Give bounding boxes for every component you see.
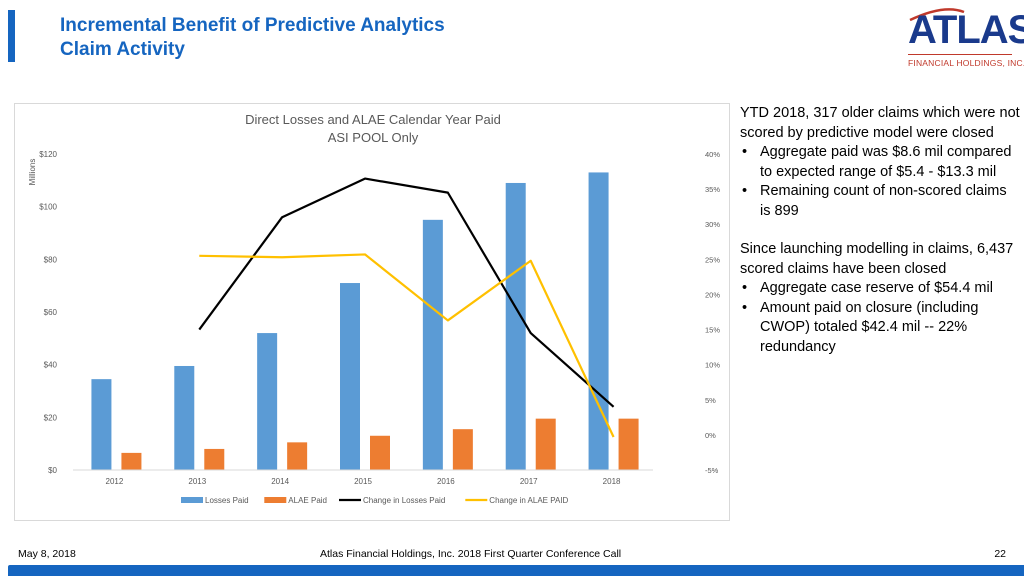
y2-tick-label: 5% <box>705 396 716 405</box>
y-tick-label: $40 <box>44 361 58 370</box>
panel-bullet: Aggregate case reserve of $54.4 mil <box>740 279 1020 299</box>
bar-alae-paid <box>121 452 142 470</box>
y-axis-title: Millions <box>28 159 37 186</box>
footer-event: Atlas Financial Holdings, Inc. 2018 Firs… <box>320 548 622 560</box>
line-change-in-losses-paid <box>198 177 615 408</box>
bar-alae-paid <box>370 435 390 470</box>
logo-swoosh-icon <box>909 8 965 22</box>
legend-label: Change in ALAE PAID <box>489 496 568 505</box>
legend-label: Losses Paid <box>205 496 249 505</box>
legend-label: ALAE Paid <box>288 496 327 505</box>
line-change-in-alae-paid <box>199 253 615 438</box>
panel-bullets-2: Aggregate case reserve of $54.4 mil Amou… <box>740 279 1020 357</box>
y-tick-label: $120 <box>39 150 57 159</box>
x-tick-label: 2016 <box>437 477 455 486</box>
y2-tick-label: 25% <box>705 255 720 264</box>
y2-tick-label: 10% <box>705 361 720 370</box>
footer-accent-bar <box>8 565 1024 576</box>
y-tick-label: $80 <box>44 255 58 264</box>
page-title-line1: Incremental Benefit of Predictive Analyt… <box>60 15 445 36</box>
logo-word: ATLAS <box>908 8 1024 52</box>
panel-bullets-1: Aggregate paid was $8.6 mil compared to … <box>740 143 1020 221</box>
x-tick-label: 2014 <box>271 477 289 486</box>
bar-losses-paid <box>174 365 195 470</box>
panel-bullet: Amount paid on closure (including CWOP) … <box>740 299 1020 358</box>
bar-losses-paid <box>91 379 112 470</box>
x-tick-label: 2015 <box>354 477 372 486</box>
panel-bullet: Remaining count of non-scored claims is … <box>740 182 1020 221</box>
y2-tick-label: 35% <box>705 185 720 194</box>
x-tick-label: 2013 <box>188 477 206 486</box>
x-tick-label: 2012 <box>106 477 124 486</box>
legend-swatch <box>264 497 287 503</box>
y2-tick-label: 15% <box>705 326 720 335</box>
bar-losses-paid <box>340 283 360 470</box>
atlas-logo: ATLAS FINANCIAL HOLDINGS, INC. <box>904 6 1024 76</box>
bar-losses-paid <box>257 333 278 470</box>
title-accent-bar <box>8 10 15 62</box>
y-tick-label: $60 <box>44 308 58 317</box>
chart-container: Direct Losses and ALAE Calendar Year Pai… <box>14 103 730 521</box>
panel-bullet: Aggregate paid was $8.6 mil compared to … <box>740 143 1020 182</box>
x-tick-label: 2017 <box>520 477 538 486</box>
y-tick-label: $100 <box>39 203 57 212</box>
logo-subtitle: FINANCIAL HOLDINGS, INC. <box>908 58 1024 68</box>
footer-date: May 8, 2018 <box>18 548 76 560</box>
y2-tick-label: 0% <box>705 431 716 440</box>
y-tick-label: $0 <box>48 466 57 475</box>
bar-alae-paid <box>204 448 225 470</box>
bar-alae-paid <box>452 429 473 470</box>
paid-chart: Direct Losses and ALAE Calendar Year Pai… <box>28 112 720 505</box>
page-title-line2: Claim Activity <box>60 39 185 60</box>
bar-losses-paid <box>505 182 526 470</box>
commentary-panel: YTD 2018, 317 older claims which were no… <box>740 104 1020 357</box>
legend-swatch <box>181 497 203 503</box>
bar-losses-paid <box>588 172 609 470</box>
y2-tick-label: 30% <box>705 220 720 229</box>
panel-intro: YTD 2018, 317 older claims which were no… <box>740 105 1020 141</box>
bar-alae-paid <box>287 442 308 470</box>
page-number: 22 <box>994 548 1006 560</box>
y2-tick-label: 40% <box>705 150 720 159</box>
y-tick-label: $20 <box>44 413 58 422</box>
bar-losses-paid <box>422 219 443 470</box>
panel-spacer <box>740 221 1020 240</box>
chart-title: Direct Losses and ALAE Calendar Year Pai… <box>245 112 501 127</box>
chart-subtitle: ASI POOL Only <box>328 130 419 145</box>
legend-label: Change in Losses Paid <box>363 496 445 505</box>
page-title: Incremental Benefit of Predictive Analyt… <box>60 14 445 62</box>
bar-alae-paid <box>535 418 556 470</box>
x-tick-label: 2018 <box>603 477 621 486</box>
bar-alae-paid <box>618 418 639 470</box>
panel-intro-2: Since launching modelling in claims, 6,4… <box>740 241 1014 277</box>
y2-tick-label: -5% <box>705 466 719 475</box>
y2-tick-label: 20% <box>705 290 720 299</box>
logo-divider <box>908 54 1012 55</box>
